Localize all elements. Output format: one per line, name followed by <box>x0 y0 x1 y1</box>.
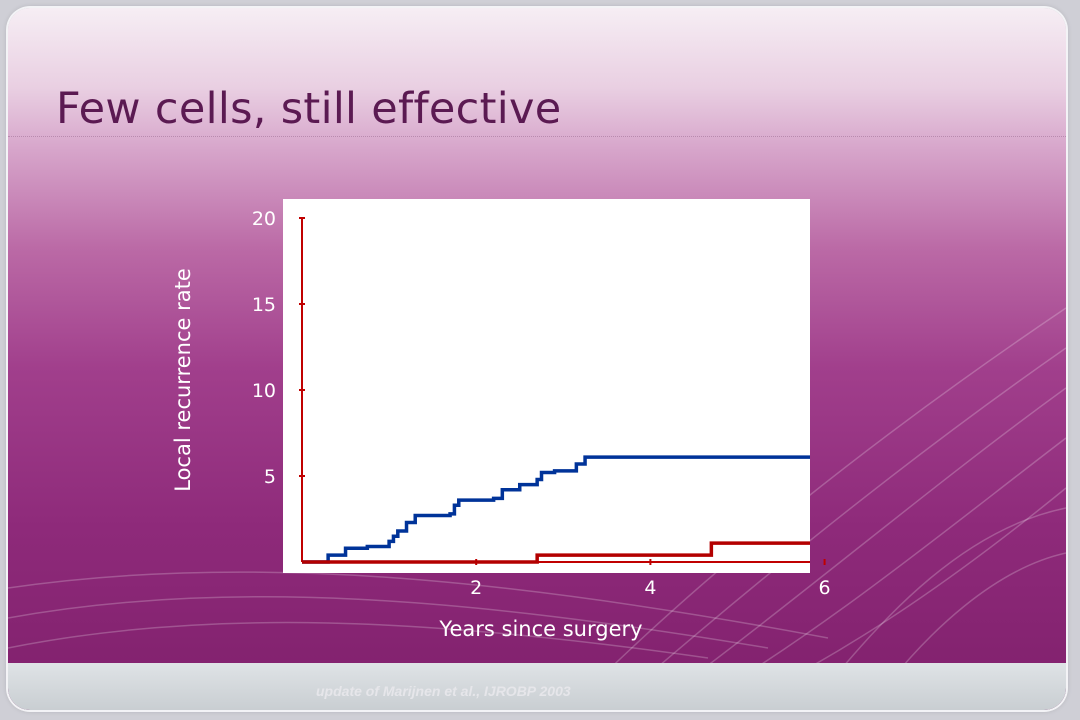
y-axis-title: Local recurrence rate <box>171 268 195 492</box>
y-tick-label: 10 <box>252 380 276 402</box>
x-tick-label: 6 <box>819 577 831 599</box>
title-divider <box>8 136 1066 137</box>
plot-background <box>283 199 810 573</box>
slide: Few cells, still effective update of Mar… <box>8 8 1066 710</box>
y-tick-label: 20 <box>252 208 276 230</box>
footer-bar <box>8 663 1066 710</box>
y-tick-label: 15 <box>252 294 276 316</box>
series-line-1 <box>302 455 810 564</box>
y-tick-label: 5 <box>264 466 276 488</box>
x-tick-label: 4 <box>644 577 656 599</box>
slide-title: Few cells, still effective <box>56 84 562 134</box>
source-citation: update of Marijnen et al., IJROBP 2003 <box>316 683 571 699</box>
series-line-2 <box>302 541 810 564</box>
x-tick-label: 2 <box>470 577 482 599</box>
x-axis-title: Years since surgery <box>438 617 642 641</box>
